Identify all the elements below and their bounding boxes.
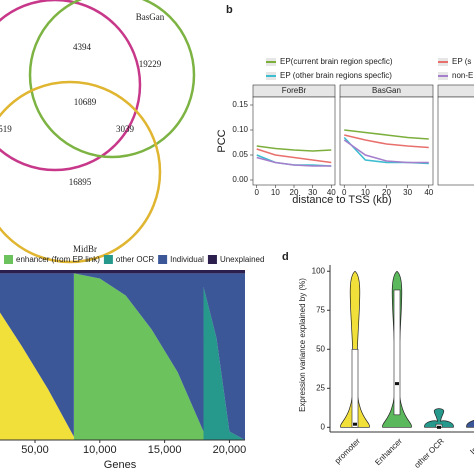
legend-swatch: [4, 255, 13, 264]
x-tick-label: Indivi: [468, 436, 474, 456]
region-count: 19229: [139, 59, 162, 69]
legend-label: Unexplained: [220, 255, 264, 264]
legend-swatch: [158, 255, 168, 264]
panel-label: b: [226, 4, 233, 16]
x-tick-label: 15,000: [148, 444, 182, 456]
box: [393, 289, 401, 416]
legend-label: other OCR: [116, 255, 154, 264]
x-tick-label: 20: [290, 188, 299, 197]
legend-label: non-E: [452, 71, 473, 80]
legend-label: EP(current brain region specfic): [280, 57, 393, 66]
y-tick-label: 0.10: [232, 125, 248, 134]
median: [353, 422, 357, 426]
y-tick-label: 0.15: [232, 100, 248, 109]
x-tick-label: 10: [271, 188, 280, 197]
facet-title: ForeBr: [282, 86, 307, 95]
area: [0, 312, 245, 440]
set-label: MidBr: [73, 244, 97, 254]
region-count: 3039: [116, 124, 135, 134]
legend-label: EP (s: [452, 57, 471, 66]
legend-label: enhancer (from EP link): [16, 255, 100, 264]
set-label: BasGan: [136, 12, 165, 22]
median: [395, 382, 399, 386]
line: [256, 156, 332, 167]
legend-label: Individual: [170, 255, 204, 264]
x-tick-label: 0: [255, 188, 260, 197]
legend-swatch: [103, 255, 113, 264]
area: [0, 270, 245, 274]
x-tick-label: 30: [403, 188, 412, 197]
facet-strip: [437, 84, 474, 98]
line: [256, 148, 332, 164]
y-axis-label: Expression variance explained by (%): [298, 278, 307, 412]
x-tick-label: 50,00: [21, 444, 49, 456]
x-tick-label: 40: [327, 188, 336, 197]
line: [256, 145, 332, 152]
line: [343, 139, 429, 164]
venn-circle: [0, 80, 162, 264]
panel-label: d: [282, 251, 289, 263]
area: [0, 273, 245, 440]
area: [0, 273, 245, 440]
x-tick-label: 10: [361, 188, 370, 197]
facet-title: BasGan: [372, 86, 401, 95]
venn-circle: [0, 0, 142, 172]
region-count: 4394: [73, 42, 92, 52]
x-tick-label: 10,000: [83, 444, 117, 456]
y-tick-label: 0.05: [232, 150, 248, 159]
facet-panel: [339, 96, 434, 186]
y-axis-label: PCC: [216, 129, 228, 152]
legend-swatch: [207, 255, 217, 264]
x-tick-label: 30: [308, 188, 317, 197]
line: [344, 129, 429, 140]
x-tick-label: 0: [342, 188, 347, 197]
violin: [466, 419, 474, 428]
box: [351, 348, 359, 428]
y-tick-label: 75: [316, 305, 325, 314]
x-tick-label: other OCR: [413, 436, 447, 470]
x-axis-label: distance to TSS (kb): [292, 194, 391, 206]
y-tick-label: 0.00: [232, 175, 248, 184]
x-axis-label: Genes: [104, 459, 137, 471]
region-count: 16895: [69, 177, 92, 187]
line: [344, 134, 429, 149]
x-tick-label: 20,000: [213, 444, 247, 456]
x-tick-label: Enhancer: [373, 436, 404, 467]
facet-panel: [437, 96, 474, 186]
x-tick-label: promoter: [333, 436, 362, 465]
y-tick-label: 100: [312, 266, 326, 275]
x-tick-label: 40: [424, 188, 433, 197]
y-tick-label: 25: [316, 383, 325, 392]
area: [0, 273, 245, 440]
median: [437, 425, 441, 429]
y-tick-label: 50: [316, 344, 325, 353]
region-count: 519: [0, 124, 12, 134]
y-tick-label: 0: [321, 422, 326, 431]
facet-panel: [252, 96, 336, 186]
venn-circle: [28, 0, 196, 159]
x-tick-label: 20: [382, 188, 391, 197]
legend-label: EP (other brain regions specfic): [280, 71, 392, 80]
region-count: 10689: [74, 97, 97, 107]
